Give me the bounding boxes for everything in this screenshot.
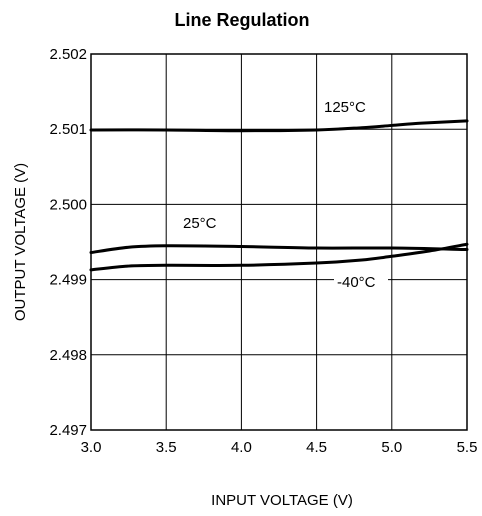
x-tick-label: 3.5 xyxy=(156,439,177,456)
x-tick-label: 4.0 xyxy=(231,439,252,456)
series-125c-line xyxy=(89,119,469,133)
plot-frame xyxy=(90,53,468,431)
series-25c-line xyxy=(89,244,469,255)
y-tick-label: 2.498 xyxy=(49,347,87,364)
y-tick-labels: 2.497 2.498 2.499 2.500 2.501 2.502 xyxy=(49,46,87,439)
y-tick-label: 2.497 xyxy=(49,422,87,439)
series-lines xyxy=(89,119,469,272)
y-tick-label: 2.499 xyxy=(49,272,87,289)
label-125c: 125°C xyxy=(324,99,366,116)
label-minus40c: -40°C xyxy=(337,274,376,291)
y-tick-label: 2.502 xyxy=(49,46,87,63)
x-tick-label: 4.5 xyxy=(306,439,327,456)
x-tick-labels: 3.0 3.5 4.0 4.5 5.0 5.5 xyxy=(81,439,478,456)
x-tick-label: 3.0 xyxy=(81,439,102,456)
x-tick-label: 5.0 xyxy=(381,439,402,456)
y-tick-label: 2.501 xyxy=(49,121,87,138)
y-axis-label: OUTPUT VOLTAGE (V) xyxy=(12,163,29,321)
chart-title: Line Regulation xyxy=(175,10,310,30)
series-minus40c-line xyxy=(89,242,469,272)
label-minus40c-bg xyxy=(334,272,388,290)
label-25c: 25°C xyxy=(183,215,217,232)
x-tick-label: 5.5 xyxy=(457,439,478,456)
grid xyxy=(90,53,468,431)
x-axis-label: INPUT VOLTAGE (V) xyxy=(211,492,353,509)
y-tick-label: 2.500 xyxy=(49,196,87,213)
